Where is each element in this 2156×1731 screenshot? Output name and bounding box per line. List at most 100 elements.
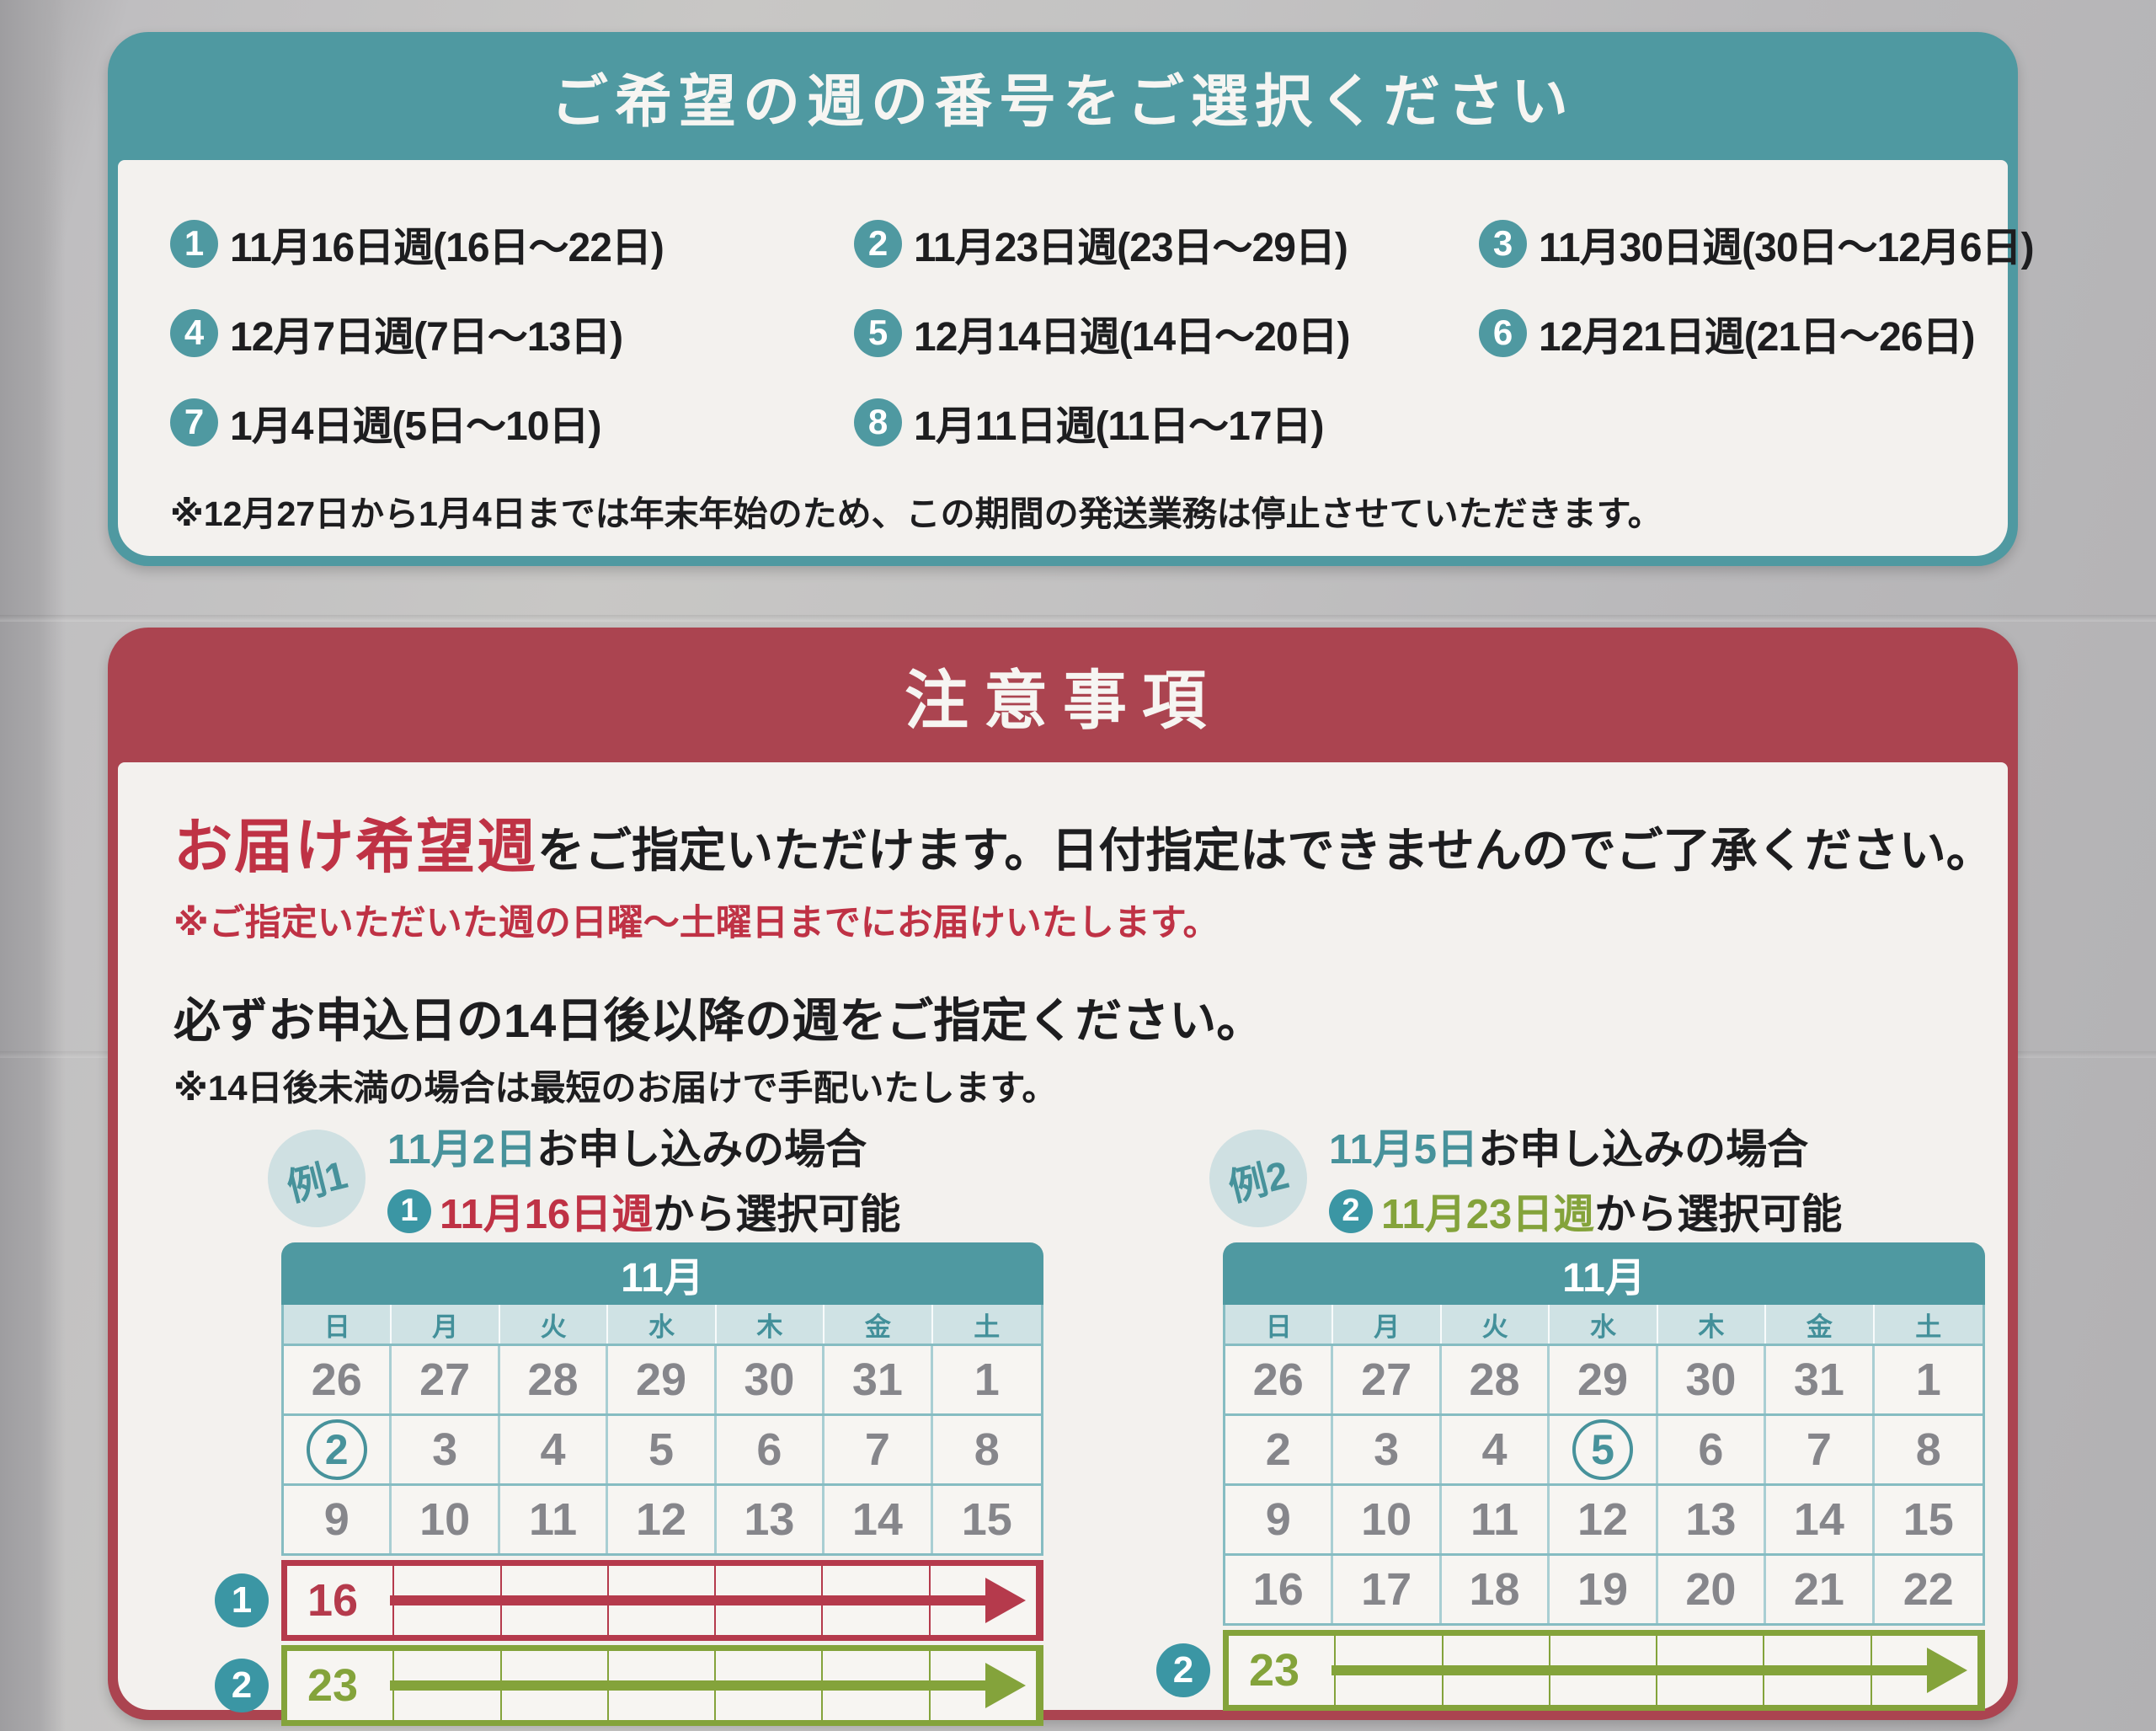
arrow-head-icon bbox=[1927, 1648, 1967, 1693]
calendar-arrow-row: 1 16 bbox=[215, 1560, 1043, 1641]
date-cell: 2 bbox=[284, 1416, 392, 1483]
arrow-row-cell bbox=[931, 1566, 1038, 1635]
weekday-cell: 日 bbox=[284, 1305, 392, 1344]
arrow-start-date: 16 bbox=[307, 1575, 359, 1626]
week-number-badge: 6 bbox=[1479, 308, 1527, 357]
date-cell: 29 bbox=[608, 1346, 717, 1413]
weekday-cell: 金 bbox=[1766, 1305, 1875, 1344]
date-cell: 15 bbox=[1903, 1494, 1954, 1545]
fourteen-day-note: ※14日後未満の場合は最短のお届けで手配いたします。 bbox=[173, 1068, 1058, 1108]
example-1: 例1 11月2日お申し込みの場合 1 11月16日週 から選択可能 11月日月火水木… bbox=[173, 1119, 1066, 1726]
week-number-badge: 1 bbox=[170, 219, 218, 268]
weekday-cell: 火 bbox=[500, 1305, 609, 1344]
delivery-week-paragraph: お届け希望週をご指定いただけます。日付指定はできませんのでご了承ください。 bbox=[173, 809, 2008, 885]
example-1-pick-line: 1 11月16日週 から選択可能 bbox=[387, 1181, 900, 1241]
date-cell: 5 bbox=[1550, 1416, 1658, 1483]
example-1-apply-line: 11月2日お申し込みの場合 bbox=[387, 1116, 900, 1176]
date-cell: 13 bbox=[717, 1486, 825, 1553]
example-2-calendar: 11月日月火水木金土 26 27 28 29 30 31 1 2 3 4 5 6 7 8 9 10 11 12 13 1… bbox=[1156, 1242, 1985, 1711]
week-option-label: 12月14日週(14日～20日) bbox=[914, 315, 1351, 360]
example-2-badge-label: 例2 bbox=[1224, 1152, 1294, 1210]
date-cell: 27 bbox=[1333, 1346, 1442, 1413]
weekday-cell: 土 bbox=[974, 1312, 1001, 1342]
calendar-arrow-row: 2 23 bbox=[215, 1645, 1043, 1726]
calendar-weekday-row: 日月火水木金 土 bbox=[1223, 1305, 1985, 1344]
date-cell: 6 bbox=[717, 1416, 825, 1483]
date-cell: 10 bbox=[392, 1486, 500, 1553]
weekday-cell: 火 bbox=[1442, 1305, 1550, 1344]
example-2-header: 例2 11月5日お申し込みの場合 2 11月23日週 から選択可能 bbox=[1209, 1119, 2008, 1237]
date-cell: 27 bbox=[392, 1346, 500, 1413]
date-cell: 11 bbox=[500, 1486, 609, 1553]
example-2-apply-rest: お申し込みの場合 bbox=[1478, 1127, 1809, 1173]
date-cell: 8 bbox=[974, 1424, 1000, 1475]
week-number-badge: 2 bbox=[854, 219, 902, 268]
year-end-shipping-note: ※12月27日から1月4日までは年末年始のため、この期間の発送業務は停止させてい… bbox=[170, 494, 1662, 533]
example-1-header: 例1 11月2日お申し込みの場合 1 11月16日週 から選択可能 bbox=[268, 1119, 1066, 1237]
example-2-apply-line: 11月5日お申し込みの場合 bbox=[1329, 1116, 1842, 1176]
week-option: 1 11月16日週(16日～22日) bbox=[170, 219, 854, 270]
date-cell: 1 bbox=[1915, 1354, 1941, 1405]
example-1-badge-label: 例1 bbox=[282, 1152, 352, 1210]
date-cell: 4 bbox=[500, 1416, 609, 1483]
arrow-start-date: 23 bbox=[1249, 1645, 1300, 1696]
caution-title: 注意事項 bbox=[905, 665, 1221, 737]
week-number-badge: 1 bbox=[387, 1189, 431, 1233]
arrow-head-icon bbox=[985, 1578, 1026, 1623]
date-cell: 3 bbox=[1333, 1416, 1442, 1483]
date-cell: 7 bbox=[1766, 1416, 1875, 1483]
date-cell: 5 bbox=[608, 1416, 717, 1483]
calendar-date-row: 9 10 11 12 13 14 15 bbox=[281, 1483, 1043, 1556]
arrow-row-cell bbox=[931, 1651, 1038, 1720]
week-number-badge: 7 bbox=[170, 398, 218, 446]
fourteen-day-rule: 必ずお申込日の14日後以降の週をご指定ください。 bbox=[173, 994, 1264, 1047]
week-options-grid: 1 11月16日週(16日～22日) 2 11月23日週(23日～29日) 3 11月30… bbox=[118, 160, 2035, 449]
week-option: 7 1月4日週(5日～10日) bbox=[170, 398, 854, 449]
arrow-shaft bbox=[390, 1680, 989, 1691]
date-cell: 8 bbox=[1915, 1424, 1941, 1475]
week-option-label: 1月4日週(5日～10日) bbox=[230, 404, 601, 449]
week-selection-title: ご希望の週の番号をご選択ください bbox=[550, 69, 1575, 134]
date-cell: 6 bbox=[1658, 1416, 1767, 1483]
weekday-cell: 月 bbox=[1333, 1305, 1442, 1344]
date-cell: 12 bbox=[1550, 1486, 1658, 1553]
delivery-week-rest: をご指定いただけます。日付指定はできませんのでご了承ください。 bbox=[537, 824, 1993, 877]
example-2-pick-rest: から選択可能 bbox=[1594, 1192, 1843, 1237]
date-cell: 4 bbox=[1442, 1416, 1550, 1483]
date-cell: 26 bbox=[1225, 1346, 1334, 1413]
week-marker-badge: 2 bbox=[215, 1659, 269, 1712]
date-cell: 18 bbox=[1442, 1556, 1550, 1623]
date-cell: 3 bbox=[392, 1416, 500, 1483]
date-cell: 13 bbox=[1658, 1486, 1767, 1553]
week-option: 4 12月7日週(7日～13日) bbox=[170, 308, 854, 360]
week-option: 5 12月14日週(14日～20日) bbox=[854, 308, 1479, 360]
week-option: 3 11月30日週(30日～12月6日) bbox=[1479, 219, 2035, 270]
date-cell: 28 bbox=[1442, 1346, 1550, 1413]
week-option-label: 12月7日週(7日～13日) bbox=[230, 315, 623, 360]
date-cell: 7 bbox=[825, 1416, 933, 1483]
calendar-date-row: 9 10 11 12 13 14 15 bbox=[1223, 1483, 1985, 1553]
example-2-badge: 例2 bbox=[1209, 1130, 1307, 1227]
calendar-arrow-row: 2 23 bbox=[1156, 1630, 1985, 1711]
date-cell: 31 bbox=[1766, 1346, 1875, 1413]
arrow-shaft bbox=[390, 1595, 989, 1605]
date-cell: 21 bbox=[1766, 1556, 1875, 1623]
caution-body: お届け希望週をご指定いただけます。日付指定はできませんのでご了承ください。 ※ご… bbox=[118, 762, 2008, 1726]
date-cell: 28 bbox=[500, 1346, 609, 1413]
date-cell: 31 bbox=[825, 1346, 933, 1413]
calendar-date-row: 26 27 28 29 30 31 1 bbox=[1223, 1344, 1985, 1413]
date-cell: 26 bbox=[284, 1346, 392, 1413]
week-selection-box: ご希望の週の番号をご選択ください 1 11月16日週(16日～22日) 2 11月23… bbox=[108, 32, 2035, 566]
delivery-window-note: ※ご指定いただいた週の日曜～土曜日までにお届けいたします。 bbox=[173, 903, 1219, 943]
week-option: 8 1月11日週(11日～17日) bbox=[854, 398, 1479, 449]
date-cell: 16 bbox=[1225, 1556, 1334, 1623]
date-cell: 29 bbox=[1550, 1346, 1658, 1413]
week-option-label: 12月21日週(21日～26日) bbox=[1539, 315, 1976, 360]
caution-box: 注意事項 お届け希望週をご指定いただけます。日付指定はできませんのでご了承くださ… bbox=[108, 628, 2018, 1726]
date-cell: 20 bbox=[1658, 1556, 1767, 1623]
week-marker-badge: 1 bbox=[215, 1573, 269, 1627]
arrow-start-date: 23 bbox=[307, 1660, 359, 1711]
